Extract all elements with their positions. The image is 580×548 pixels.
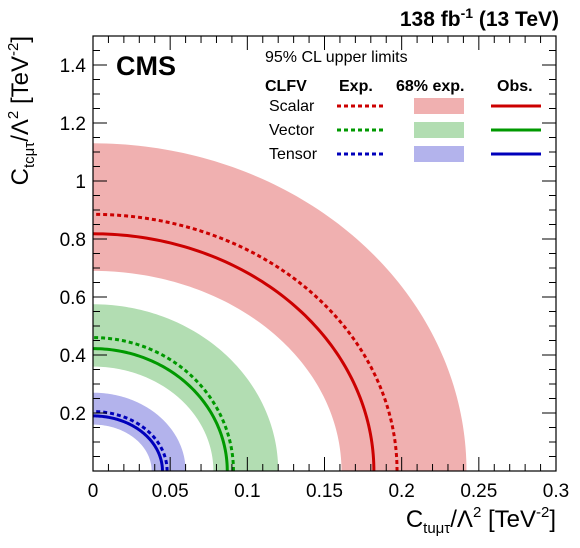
legend-title: 95% CL upper limits (265, 49, 408, 66)
legend-label-tensor: Tensor (269, 146, 318, 163)
x-tick-label: 0.25 (460, 481, 497, 502)
legend-band-tensor (414, 146, 464, 162)
x-tick-label: 0.1 (234, 481, 260, 502)
vector-observed-curve (92, 347, 229, 472)
x-tick-label: 0.3 (543, 481, 569, 502)
scalar-observed-curve (92, 232, 376, 472)
y-tick-label: 0.6 (60, 288, 86, 309)
legend-col-exp: Exp. (339, 78, 373, 95)
legend-band-vector (414, 122, 464, 138)
uncertainty-bands (93, 143, 467, 472)
legend-label-scalar: Scalar (269, 98, 315, 115)
x-tick-label: 0.05 (152, 481, 189, 502)
legend-rows: Scalar Vector Tensor (269, 98, 541, 163)
y-tick-label: 1 (75, 172, 86, 193)
lumi-label: 138 fb-1 (13 TeV) (400, 5, 559, 31)
scalar-band (93, 143, 467, 472)
y-axis-title: Ctcμτ/Λ2 [TeV-2] (5, 36, 38, 185)
y-tick-labels: 0.2 0.4 0.6 0.8 1 1.2 1.4 (60, 56, 87, 425)
vector-band (93, 304, 279, 471)
limit-curves (92, 212, 399, 472)
y-tick-label: 0.4 (60, 346, 87, 367)
legend-col-band: 68% exp. (396, 78, 464, 95)
y-tick-label: 0.2 (60, 404, 86, 425)
legend-label-vector: Vector (269, 122, 315, 139)
x-tick-labels: 0 0.05 0.1 0.15 0.2 0.25 0.3 (88, 481, 570, 502)
tensor-expected-curve (92, 410, 169, 472)
legend-col-obs: Obs. (497, 78, 533, 95)
experiment-label: CMS (116, 51, 176, 81)
legend: 95% CL upper limits CLFV Exp. 68% exp. O… (265, 49, 541, 163)
y-tick-label: 1.2 (60, 114, 86, 135)
x-tick-label: 0 (88, 481, 99, 502)
x-tick-label: 0.15 (306, 481, 343, 502)
x-axis-title: Ctuμτ/Λ2 [TeV-2] (406, 504, 556, 537)
vector-expected-curve (92, 336, 235, 472)
y-tick-label: 0.8 (60, 230, 86, 251)
y-tick-label: 1.4 (60, 56, 87, 77)
legend-col-model: CLFV (265, 78, 307, 95)
tensor-band (93, 392, 186, 471)
legend-band-scalar (414, 98, 464, 114)
x-tick-label: 0.2 (388, 481, 414, 502)
axis-ticks (92, 35, 557, 472)
tensor-observed-curve (92, 414, 164, 472)
